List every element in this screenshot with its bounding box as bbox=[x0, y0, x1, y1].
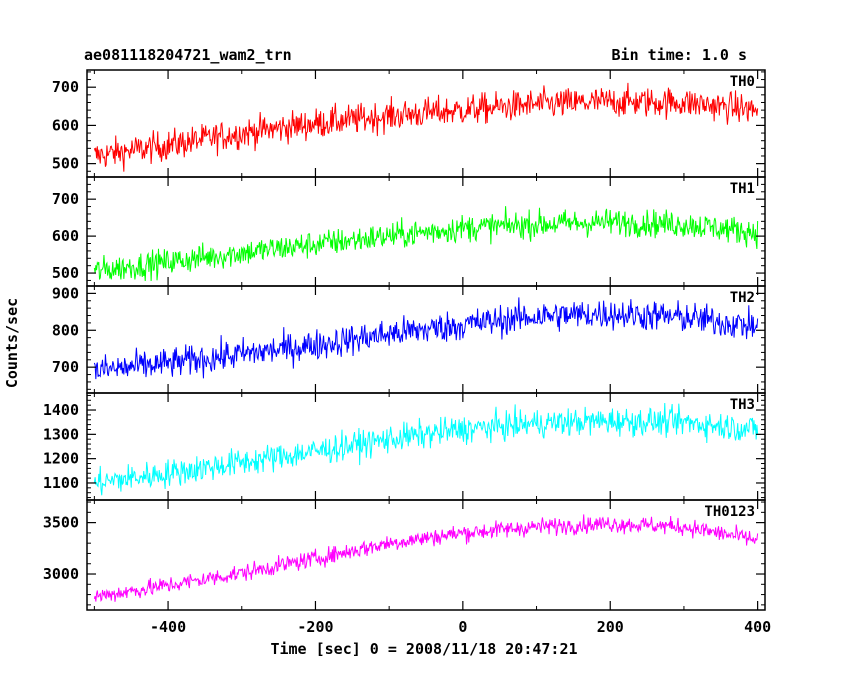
y-tick-label: 700 bbox=[52, 358, 79, 376]
panel-th3: 1100 1200 1300 1400 TH3 bbox=[43, 392, 766, 501]
bin-time-label: Bin time: 1.0 s bbox=[612, 46, 747, 64]
y-tick-label: 1200 bbox=[43, 450, 79, 468]
x-tick-label: 0 bbox=[458, 618, 467, 636]
x-tick-label: 400 bbox=[744, 618, 771, 636]
x-tick-label: -200 bbox=[297, 618, 333, 636]
panel-th0123: 3000 3500 TH0123 bbox=[43, 499, 766, 611]
series-label-th3: TH3 bbox=[730, 397, 755, 413]
series-line-th2 bbox=[93, 297, 759, 380]
series-label-th2: TH2 bbox=[730, 290, 755, 306]
series-label-th1: TH1 bbox=[730, 181, 755, 197]
panel-th0: 500 600 700 TH0 bbox=[52, 69, 766, 178]
series-line-th1 bbox=[93, 206, 759, 281]
series-line-th0 bbox=[93, 82, 759, 172]
series-line-th3 bbox=[93, 403, 759, 496]
panels-group: 500 600 700 TH0 500 600 700 TH1 700 800 900 TH2 1100… bbox=[43, 69, 771, 636]
panel-frame bbox=[86, 392, 766, 501]
series-label-th0: TH0 bbox=[730, 74, 755, 90]
y-tick-label: 500 bbox=[52, 155, 79, 173]
y-tick-label: 600 bbox=[52, 116, 79, 134]
chart-title: ae081118204721_wam2_trn bbox=[84, 46, 292, 64]
panel-th2: 700 800 900 TH2 bbox=[52, 284, 766, 394]
y-axis-label: Counts/sec bbox=[3, 298, 21, 388]
x-axis-label: Time [sec] 0 = 2008/11/18 20:47:21 bbox=[270, 640, 577, 658]
y-tick-label: 700 bbox=[52, 190, 79, 208]
y-tick-label: 800 bbox=[52, 321, 79, 339]
x-tick-label: -400 bbox=[150, 618, 186, 636]
y-tick-label: 1400 bbox=[43, 401, 79, 419]
y-tick-label: 500 bbox=[52, 264, 79, 282]
y-tick-label: 900 bbox=[52, 284, 79, 302]
series-line-th0123 bbox=[93, 514, 759, 603]
panel-frame bbox=[86, 499, 766, 611]
y-tick-label: 700 bbox=[52, 78, 79, 96]
series-label-th0123: TH0123 bbox=[704, 504, 755, 520]
y-tick-label: 1100 bbox=[43, 474, 79, 492]
y-tick-label: 600 bbox=[52, 227, 79, 245]
y-tick-label: 3000 bbox=[43, 565, 79, 583]
y-tick-label: 3500 bbox=[43, 514, 79, 532]
panel-th1: 500 600 700 TH1 bbox=[52, 176, 766, 287]
panel-frame bbox=[86, 69, 766, 178]
y-tick-label: 1300 bbox=[43, 425, 79, 443]
panel-frame bbox=[86, 285, 766, 394]
x-tick-label: 200 bbox=[597, 618, 624, 636]
